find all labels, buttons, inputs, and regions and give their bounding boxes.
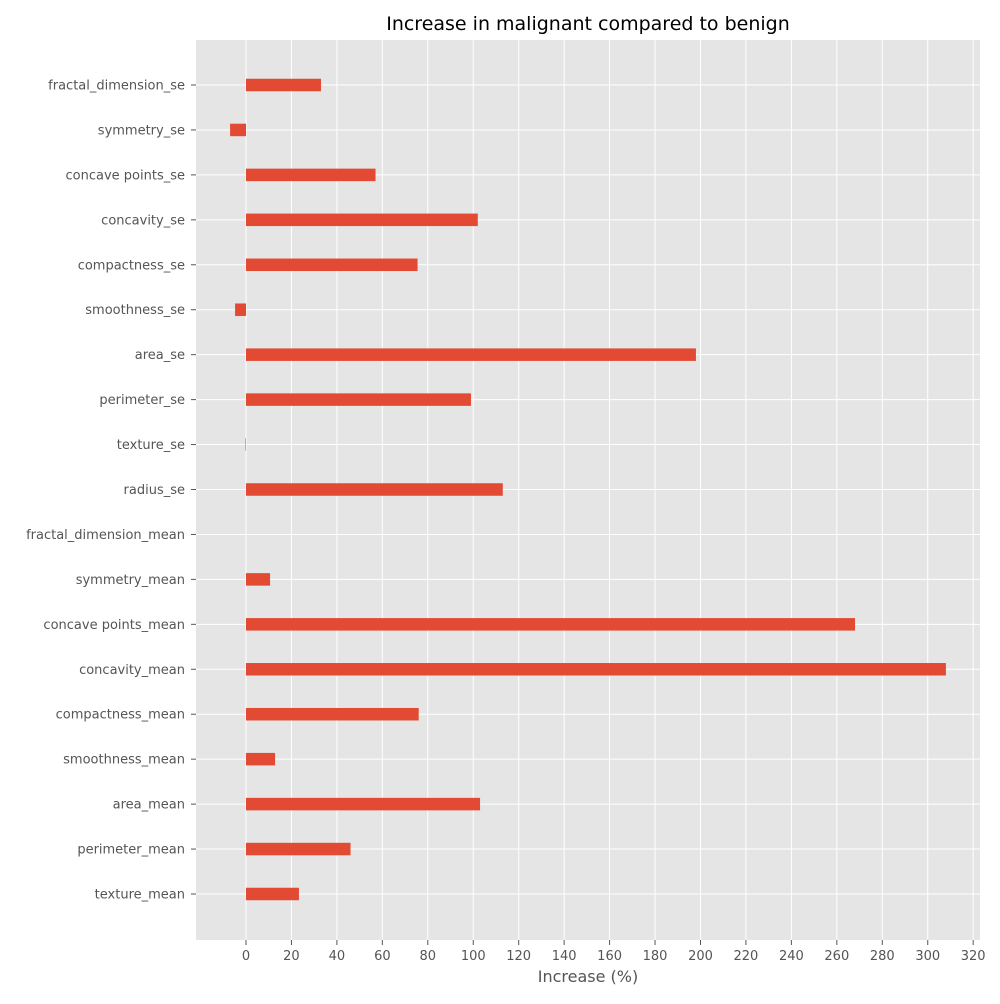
y-tick-label: perimeter_mean	[77, 843, 185, 858]
x-tick-label: 100	[461, 949, 486, 964]
bar-fractal-dimension-se	[246, 79, 321, 92]
bar-perimeter-mean	[246, 843, 351, 856]
bar-concavity-se	[246, 214, 478, 227]
bar-area-mean	[246, 798, 480, 811]
bar-symmetry-se	[230, 124, 246, 137]
y-tick-label: concavity_mean	[79, 663, 185, 678]
y-tick-label: smoothness_se	[85, 303, 185, 318]
x-tick-label: 240	[779, 949, 804, 964]
x-tick-label: 120	[506, 949, 531, 964]
x-tick-label: 40	[329, 949, 346, 964]
x-tick-label: 300	[915, 949, 940, 964]
chart-title: Increase in malignant compared to benign	[386, 13, 790, 35]
x-tick-label: 180	[643, 949, 668, 964]
x-tick-label: 220	[734, 949, 759, 964]
x-tick-label: 140	[552, 949, 577, 964]
x-axis-label: Increase (%)	[538, 967, 638, 986]
y-tick-label: compactness_se	[78, 258, 185, 273]
bar-area-se	[246, 348, 696, 361]
bar-concave-points-se	[246, 169, 376, 182]
y-tick-label: area_mean	[113, 798, 185, 813]
bar-concavity-mean	[246, 663, 946, 676]
x-tick-label: 320	[961, 949, 986, 964]
y-axis-ticks: texture_mean perimeter_mean area_mean smoot…	[26, 79, 196, 903]
x-tick-label: 200	[688, 949, 713, 964]
x-tick-label: 20	[283, 949, 300, 964]
x-tick-label: 280	[870, 949, 895, 964]
x-tick-label: 60	[374, 949, 391, 964]
y-tick-label: compactness_mean	[56, 708, 185, 723]
y-tick-label: perimeter_se	[99, 393, 185, 408]
y-tick-label: smoothness_mean	[63, 753, 185, 768]
x-tick-label: 160	[597, 949, 622, 964]
y-tick-label: area_se	[135, 348, 185, 363]
bar-symmetry-mean	[246, 573, 270, 586]
bar-compactness-se	[246, 259, 418, 272]
y-tick-label: radius_se	[124, 483, 185, 498]
x-tick-label: 260	[824, 949, 849, 964]
x-tick-label: 80	[420, 949, 437, 964]
y-tick-label: concavity_se	[101, 213, 185, 228]
y-tick-label: fractal_dimension_se	[48, 79, 185, 94]
bar-radius-se	[246, 483, 503, 496]
bar-smoothness-se	[235, 303, 246, 316]
y-tick-label: texture_se	[117, 438, 185, 453]
y-tick-label: symmetry_mean	[76, 573, 185, 588]
y-tick-label: concave points_se	[66, 168, 185, 183]
y-tick-label: texture_mean	[95, 888, 185, 903]
x-axis-ticks: 0 20 40 60 80 100 120 140 160 180 200 220 240 260 280 3…	[242, 940, 986, 964]
x-tick-label: 0	[242, 949, 250, 964]
bar-concave-points-mean	[246, 618, 855, 631]
bar-texture-mean	[246, 888, 299, 901]
y-tick-label: concave points_mean	[43, 618, 185, 633]
bar-perimeter-se	[246, 393, 471, 406]
bar-smoothness-mean	[246, 753, 275, 766]
bar-compactness-mean	[246, 708, 419, 721]
y-tick-label: fractal_dimension_mean	[26, 528, 185, 543]
y-tick-label: symmetry_se	[98, 123, 185, 138]
